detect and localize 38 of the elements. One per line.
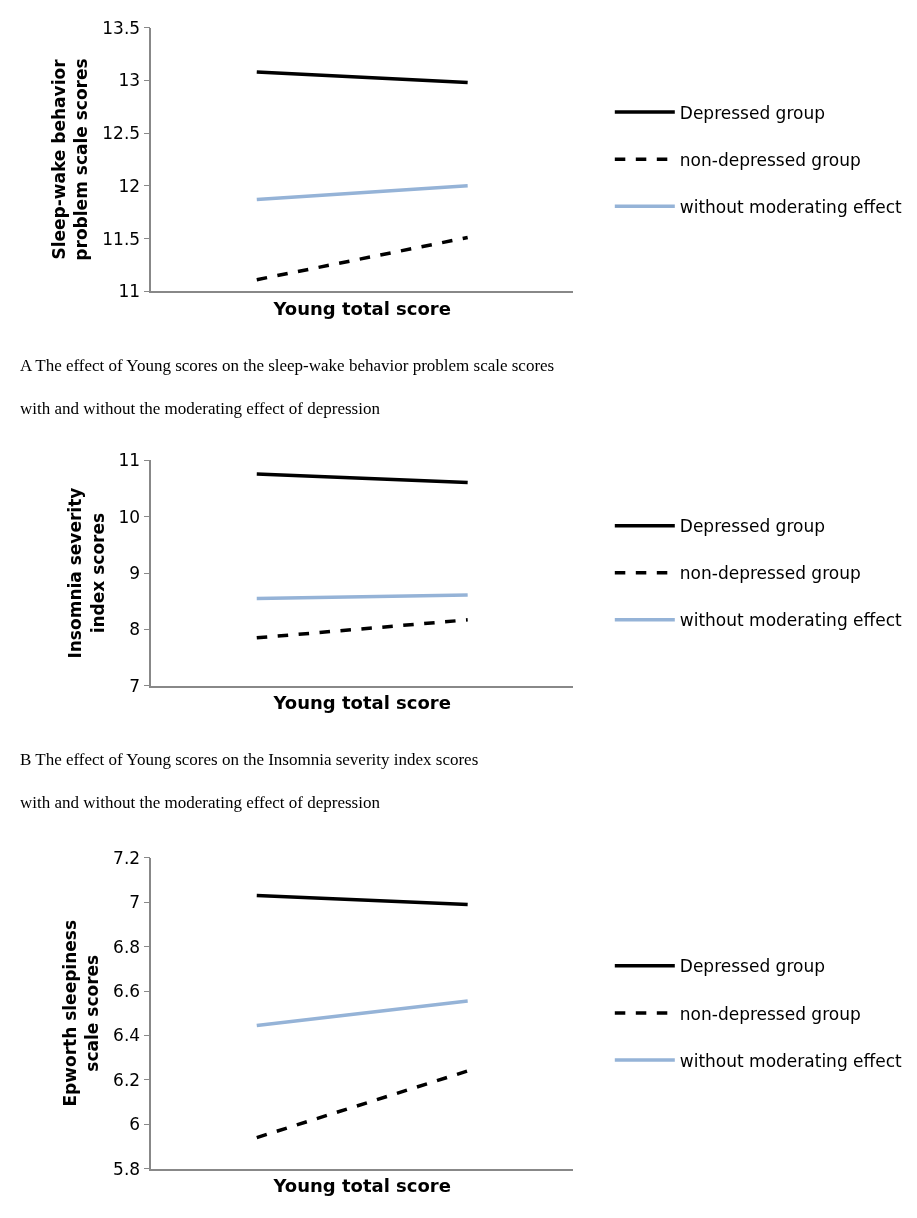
y-axis-title: Insomnia severity index scores (65, 487, 108, 659)
y-tick-label: 10 (118, 506, 141, 527)
y-tick-label: 7.2 (113, 847, 141, 868)
y-axis-title: Epworth sleepiness scale scores (60, 919, 103, 1107)
y-tick-label: 6.6 (113, 981, 141, 1001)
text: with and without the moderating effect of depression (20, 793, 381, 812)
x-axis-title: Young total score (272, 692, 451, 714)
legend-label: Depressed group (679, 956, 825, 977)
y-tick-label: 9 (129, 563, 141, 584)
y-tick-label: 6.8 (113, 936, 141, 957)
y-tick-label: 6.4 (113, 1025, 141, 1046)
legend-label: non-depressed group (679, 1003, 861, 1024)
legend-label: without moderating effect (679, 196, 903, 217)
x-axis-title: Young total score (272, 298, 451, 320)
legend-label: without moderating effect (679, 610, 903, 631)
y-tick-label: 6 (129, 1114, 141, 1135)
y-tick-label: 7 (129, 892, 141, 913)
y-tick-label: 11.5 (102, 228, 141, 249)
legend-label: Depressed group (679, 102, 825, 123)
text: A The effect of Young scores on the sleep-wake behavior problem scale scores (20, 356, 555, 375)
y-tick-label: 13 (118, 70, 141, 91)
y-tick-label: 8 (129, 619, 141, 640)
legend-label: without moderating effect (679, 1050, 903, 1071)
text: with and without the moderating effect of depression (20, 399, 381, 418)
legend-label: non-depressed group (679, 149, 861, 170)
x-axis-title: Young total score (272, 1175, 451, 1197)
legend-label: Depressed group (679, 516, 825, 537)
y-tick-label: 11 (118, 450, 141, 471)
y-tick-label: 11 (118, 281, 141, 302)
y-axis-title: Sleep-wake behavior problem scale scores (49, 58, 92, 261)
y-tick-label: 7 (129, 675, 141, 696)
y-tick-label: 12 (118, 175, 141, 196)
legend-label: non-depressed group (679, 563, 861, 584)
y-tick-label: 12.5 (102, 123, 141, 144)
y-tick-label: 13.5 (102, 17, 141, 38)
y-tick-label: 5.8 (113, 1158, 141, 1179)
text: B The effect of Young scores on the Insomnia severity index scores (20, 750, 479, 769)
y-tick-label: 6.2 (113, 1069, 141, 1090)
